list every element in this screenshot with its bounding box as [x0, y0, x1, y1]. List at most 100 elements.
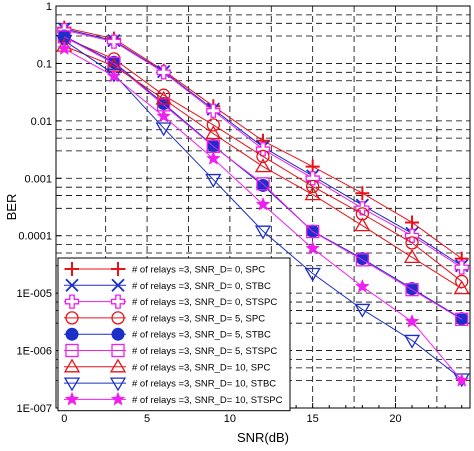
marker-x [65, 278, 79, 292]
series-3 [57, 22, 469, 275]
marker-dot [111, 327, 125, 341]
marker-triangle [453, 280, 470, 295]
marker-circle [455, 274, 469, 289]
marker-circle [405, 236, 419, 250]
marker-square [455, 312, 469, 326]
marker-down-triangle [56, 34, 73, 49]
marker-square [405, 283, 419, 297]
marker-star [305, 240, 321, 255]
marker-triangle [304, 186, 321, 201]
legend-entry-4: # of relays =3, SNR_D= 5, SPC [64, 311, 265, 325]
marker-star [56, 41, 72, 55]
legend-label: # of relays =3, SNR_D= 10, STSPC [132, 395, 283, 406]
marker-star [255, 196, 271, 211]
y-tick-label: 0.1 [37, 58, 52, 70]
marker-down-triangle [109, 377, 127, 392]
x-tick-label: 15 [307, 413, 319, 425]
legend-label: # of relays =3, SNR_D= 5, STSPC [132, 346, 277, 357]
marker-star [156, 108, 171, 123]
marker-circle [111, 311, 125, 325]
marker-star [205, 150, 221, 165]
series-line [64, 45, 462, 290]
marker-plus [111, 262, 125, 276]
legend-entry-6: # of relays =3, SNR_D= 5, STSPC [64, 343, 277, 358]
marker-triangle [109, 358, 127, 373]
legend-label: # of relays =3, SNR_D= 10, SPC [132, 362, 270, 373]
marker-plus [65, 262, 79, 276]
y-tick-label: 0.001 [24, 173, 52, 185]
y-tick-label: 1E-007 [17, 403, 52, 415]
marker-open-plus [156, 65, 171, 80]
marker-circle [306, 179, 320, 194]
marker-star [454, 372, 470, 387]
marker-triangle [354, 217, 371, 232]
marker-down-triangle [63, 377, 81, 392]
legend-entry-3: # of relays =3, SNR_D= 0, STSPC [64, 294, 277, 309]
series-7 [56, 37, 470, 295]
legend-label: # of relays =3, SNR_D= 0, SPC [132, 265, 265, 276]
series-9 [56, 41, 470, 387]
marker-square [256, 177, 270, 191]
marker-star [64, 391, 80, 406]
marker-open-plus [305, 171, 320, 186]
grid-layer [56, 6, 470, 408]
x-tick-label: 20 [389, 413, 401, 425]
marker-open-plus [106, 34, 122, 49]
series-line [64, 37, 463, 282]
marker-open-plus [64, 294, 80, 309]
marker-triangle [254, 158, 272, 173]
marker-square [306, 224, 320, 239]
series-line [63, 40, 463, 380]
legend-label: # of relays =3, SNR_D= 0, STSPC [132, 297, 277, 308]
x-tick-label: 0 [61, 413, 67, 425]
marker-triangle [403, 249, 421, 264]
y-tick-label: 1 [46, 1, 52, 13]
y-tick-label: 0.01 [31, 116, 52, 128]
marker-plus [355, 186, 370, 201]
y-tick-label: 1E-006 [17, 346, 52, 358]
legend-entry-9: # of relays =3, SNR_D= 10, STSPC [64, 391, 283, 406]
marker-x [111, 278, 125, 292]
marker-circle [256, 149, 270, 164]
x-axis-title: SNR(dB) [237, 430, 289, 445]
legend-label: # of relays =3, SNR_D= 10, STBC [132, 379, 276, 390]
marker-star [404, 313, 420, 328]
marker-down-triangle [254, 225, 272, 240]
legend-label: # of relays =3, SNR_D= 5, SPC [132, 313, 265, 324]
marker-triangle [63, 358, 81, 373]
legend-label: # of relays =3, SNR_D= 5, STBC [132, 330, 271, 341]
legend-entry-5: # of relays =3, SNR_D= 5, STBC [64, 327, 271, 341]
marker-square [111, 343, 125, 358]
marker-square [65, 343, 79, 358]
marker-down-triangle [304, 267, 321, 282]
marker-triangle [155, 90, 172, 105]
y-tick-label: 1E-005 [17, 288, 52, 300]
marker-circle [206, 118, 220, 132]
legend-entry-8: # of relays =3, SNR_D= 10, STBC [63, 377, 276, 392]
marker-star [355, 278, 370, 293]
legend-label: # of relays =3, SNR_D= 0, STBC [132, 281, 271, 292]
y-tick-label: 0.0001 [18, 231, 52, 243]
marker-star [110, 391, 126, 406]
marker-open-plus [110, 294, 126, 309]
marker-triangle [205, 125, 222, 140]
marker-down-triangle [155, 122, 172, 137]
x-tick-label: 10 [224, 413, 236, 425]
marker-down-triangle [205, 173, 222, 188]
marker-open-plus [404, 228, 420, 243]
marker-down-triangle [403, 334, 421, 349]
series-layer [56, 20, 470, 388]
marker-dot [405, 282, 419, 296]
legend-entry-2: # of relays =3, SNR_D= 0, STBC [64, 278, 271, 292]
x-tick-label: 5 [144, 413, 150, 425]
legend-entry-7: # of relays =3, SNR_D= 10, SPC [63, 358, 270, 373]
marker-dot [455, 312, 469, 326]
legend-entry-1: # of relays =3, SNR_D= 0, SPC [64, 262, 265, 276]
legend: # of relays =3, SNR_D= 0, SPC # of relays… [57, 257, 291, 412]
marker-square [355, 253, 370, 267]
marker-open-plus [255, 142, 271, 157]
marker-down-triangle [354, 303, 371, 318]
marker-star [106, 68, 122, 83]
marker-dot [65, 327, 79, 341]
